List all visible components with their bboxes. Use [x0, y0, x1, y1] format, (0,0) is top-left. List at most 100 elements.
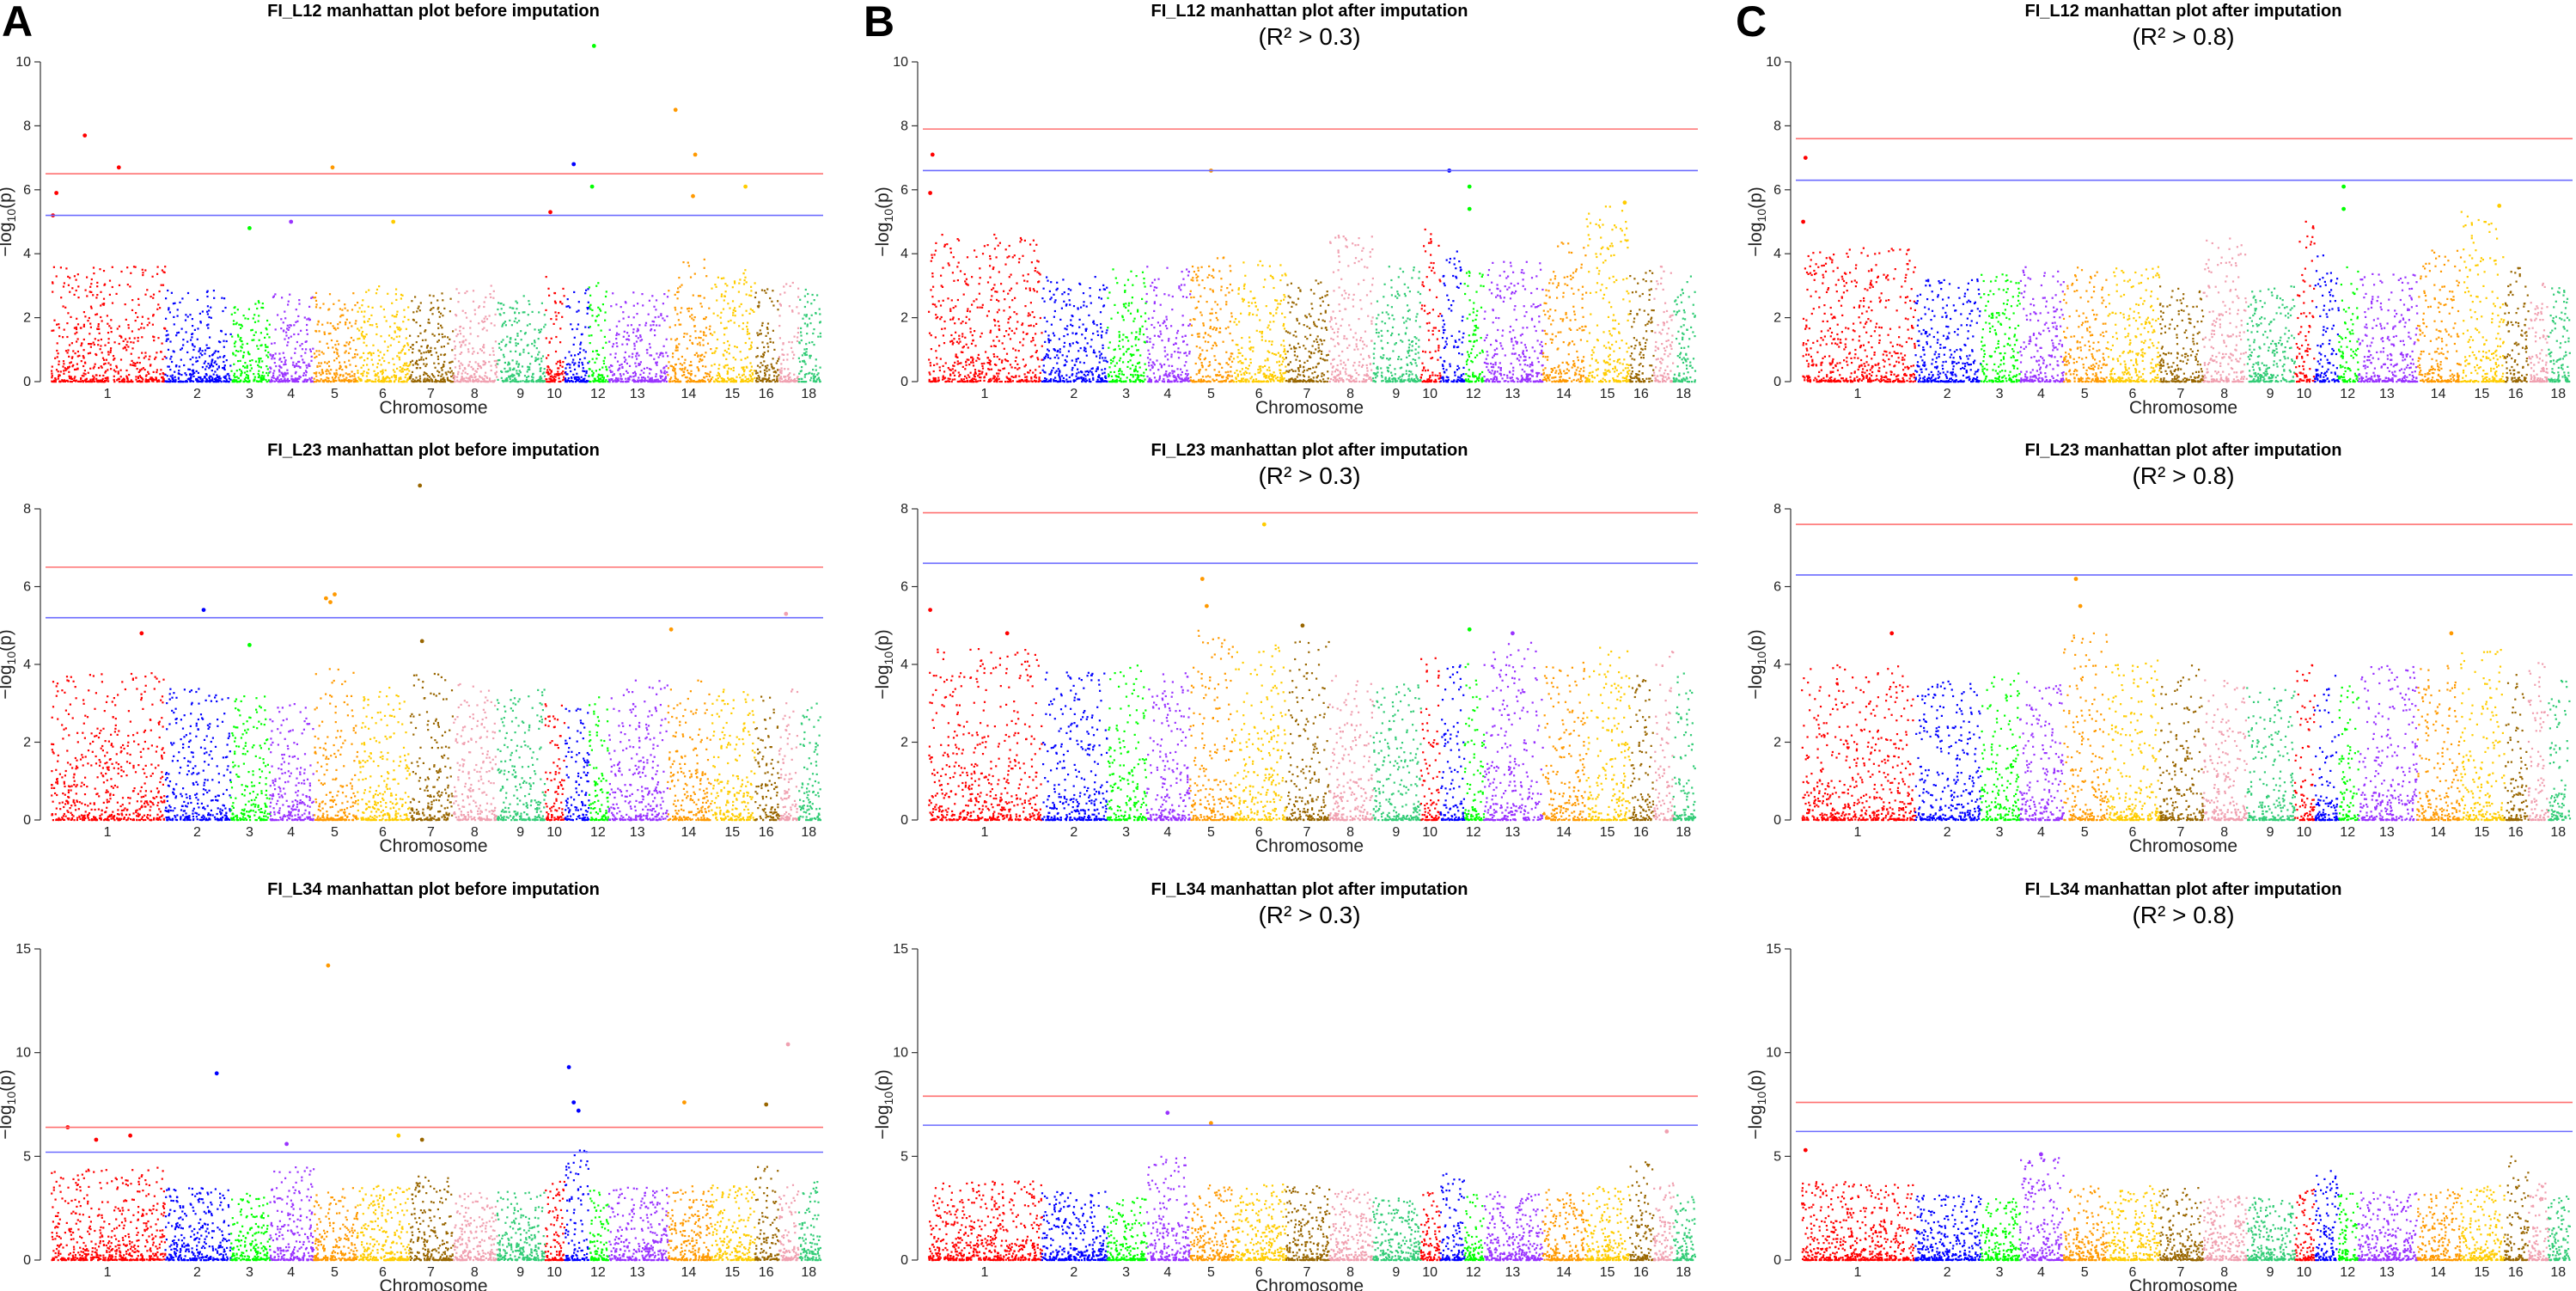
snp-point [202, 310, 204, 312]
snp-point [242, 355, 244, 357]
snp-point [104, 345, 106, 346]
snp-point [108, 325, 110, 327]
snp-point [216, 364, 217, 365]
snp-point [253, 380, 254, 382]
snp-point [95, 378, 97, 380]
snp-point [245, 376, 247, 378]
snp-point [266, 333, 268, 335]
snp-point [96, 313, 98, 315]
snp-point [63, 360, 64, 362]
snp-point [64, 367, 66, 369]
snp-point [197, 299, 198, 301]
snp-point [119, 343, 120, 345]
snp-point [258, 370, 259, 372]
snp-point [69, 362, 70, 364]
snp-point [120, 376, 122, 377]
snp-point [82, 375, 84, 376]
snp-point [86, 378, 88, 380]
snp-point [190, 358, 192, 360]
snp-point [191, 336, 192, 338]
snp-point [107, 362, 109, 364]
snp-point [241, 370, 242, 372]
snp-point [211, 379, 212, 381]
snp-point [200, 381, 202, 382]
snp-point [226, 340, 228, 342]
snp-point [95, 354, 97, 356]
snp-point [252, 329, 253, 331]
snp-point [209, 364, 211, 366]
snp-point [77, 381, 79, 382]
snp-point [94, 381, 95, 382]
snp-point [262, 303, 264, 304]
snp-point [169, 358, 171, 359]
snp-point [162, 271, 164, 272]
snp-point [141, 336, 143, 338]
snp-point [142, 269, 143, 271]
snp-point [207, 327, 209, 329]
snp-point [213, 381, 215, 382]
snp-point [113, 379, 115, 381]
snp-point [149, 356, 150, 358]
snp-point [179, 381, 180, 382]
snp-point [178, 370, 180, 371]
snp-point [215, 351, 217, 352]
snp-point [172, 381, 174, 382]
snp-point [240, 346, 241, 347]
snp-point [125, 344, 127, 346]
snp-point [140, 327, 142, 328]
snp-point [143, 357, 145, 358]
snp-point [74, 369, 76, 370]
snp-point [81, 360, 82, 362]
snp-point [244, 367, 246, 369]
snp-point [76, 364, 78, 365]
snp-point [97, 344, 99, 346]
snp-point [222, 310, 223, 312]
snp-point [264, 337, 266, 339]
snp-point [167, 365, 168, 367]
snp-point [54, 358, 56, 359]
snp-point [126, 377, 128, 379]
snp-point [67, 349, 69, 351]
snp-point [168, 333, 169, 335]
snp-point [166, 340, 168, 342]
snp-point [229, 375, 230, 376]
snp-point [63, 305, 64, 307]
snp-point [91, 381, 93, 382]
snp-point [209, 336, 211, 338]
snp-point [90, 306, 92, 308]
snp-point [146, 380, 148, 382]
snp-point [102, 303, 104, 305]
snp-point [138, 357, 140, 358]
snp-point [84, 362, 86, 364]
snp-point [77, 285, 79, 287]
snp-point [262, 371, 264, 373]
snp-point [204, 352, 205, 354]
snp-point [116, 293, 118, 295]
snp-point [267, 368, 269, 370]
snp-point [185, 320, 186, 321]
snp-point [237, 309, 239, 310]
snp-point [66, 368, 68, 370]
snp-point [92, 378, 94, 380]
snp-point [159, 307, 161, 309]
snp-point [56, 369, 58, 370]
snp-point [230, 333, 232, 335]
snp-point [119, 335, 120, 337]
snp-point [104, 381, 106, 382]
snp-point [253, 334, 255, 336]
snp-point [97, 326, 99, 327]
snp-point [105, 370, 107, 372]
snp-point [132, 342, 134, 344]
snp-point [89, 352, 91, 354]
snp-point [182, 339, 184, 340]
snp-point [185, 314, 186, 315]
snp-point [58, 352, 59, 354]
snp-point [247, 370, 248, 372]
snp-point [213, 352, 215, 354]
snp-point [137, 362, 138, 364]
snp-point [71, 378, 73, 380]
snp-point [95, 364, 96, 365]
snp-point [231, 336, 233, 338]
snp-point [93, 266, 95, 268]
snp-point [127, 284, 129, 285]
